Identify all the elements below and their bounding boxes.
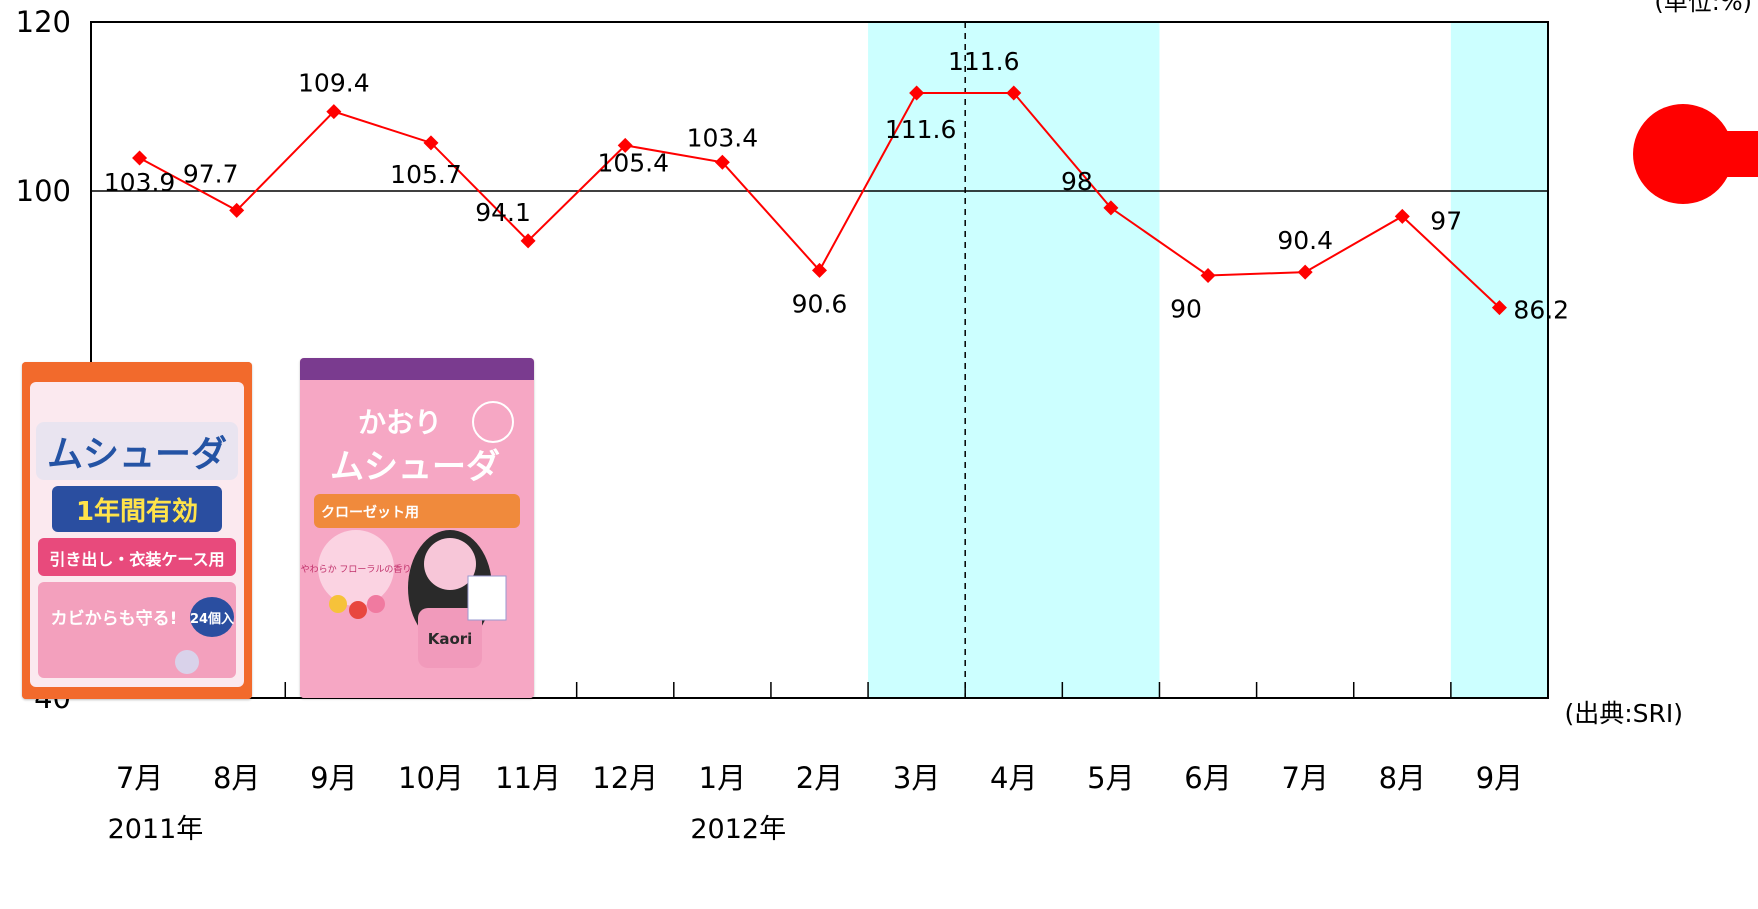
chart-labels: 401001207月8月9月10月11月12月1月2月3月4月5月6月7月8月9… — [16, 5, 1569, 845]
unit-label: (単位:%) — [1654, 0, 1752, 16]
data-point-10 — [1103, 200, 1119, 216]
data-label: 105.7 — [390, 160, 462, 189]
x-tick-label: 7月 — [1281, 761, 1328, 795]
data-label: 90.6 — [792, 289, 848, 318]
product-character-name: Kaori — [428, 630, 473, 648]
product-package-kaori-mushuda: かおり ムシューダ クローゼット用 やわらか フローラルの香り Kaori — [300, 358, 534, 698]
indicator-icon — [1633, 104, 1758, 204]
data-label: 90.4 — [1277, 226, 1333, 255]
data-label: 86.2 — [1513, 296, 1569, 325]
x-tick-label: 5月 — [1087, 761, 1134, 795]
data-point-3 — [423, 135, 439, 151]
data-label: 98 — [1061, 167, 1093, 196]
data-label: 111.6 — [885, 115, 957, 144]
x-tick-label: 10月 — [398, 761, 464, 795]
product-claim: カビからも守る! — [51, 608, 178, 629]
data-point-1 — [229, 202, 245, 218]
series-marks — [132, 85, 1507, 316]
product-title: ムシューダ — [330, 447, 500, 487]
data-point-6 — [714, 154, 730, 170]
highlight-band-1 — [1450, 22, 1548, 698]
data-point-8 — [909, 85, 925, 101]
highlight-bands — [868, 22, 1548, 698]
x-tick-label: 8月 — [1379, 761, 1426, 795]
data-point-0 — [132, 150, 148, 166]
data-label: 109.4 — [298, 69, 370, 98]
data-point-12 — [1297, 264, 1313, 280]
product-title: ムシューダ — [47, 434, 227, 475]
data-label: 90 — [1170, 295, 1202, 324]
x-tick-label: 12月 — [592, 761, 658, 795]
product-usage: クローゼット用 — [321, 504, 419, 521]
data-point-5 — [617, 137, 633, 153]
x-tick-label: 6月 — [1184, 761, 1231, 795]
x-tick-label: 8月 — [213, 761, 260, 795]
plot-frame — [90, 21, 1549, 699]
data-label: 97.7 — [183, 159, 239, 188]
x-tick-label: 7月 — [116, 761, 163, 795]
x-tick-label: 2月 — [796, 761, 843, 795]
product-count: 24個入 — [190, 611, 234, 627]
data-point-13 — [1394, 208, 1410, 224]
product-usage: 引き出し・衣装ケース用 — [49, 550, 224, 569]
y-tick-label: 100 — [16, 174, 71, 208]
data-label: 103.9 — [104, 168, 176, 197]
data-label: 97 — [1430, 206, 1462, 235]
data-point-7 — [812, 262, 827, 278]
year-label: 2011年 — [108, 814, 204, 845]
x-tick-label: 3月 — [893, 761, 940, 795]
data-point-11 — [1200, 268, 1216, 283]
data-label: 111.6 — [948, 47, 1020, 76]
x-tick-label: 9月 — [1476, 761, 1523, 795]
product-subtitle: 1年間有効 — [76, 496, 198, 527]
data-label: 105.4 — [597, 148, 669, 177]
highlight-band-0 — [868, 22, 1160, 698]
data-point-4 — [520, 233, 536, 249]
product-scent: やわらか フローラルの香り — [301, 564, 412, 575]
x-tick-label: 4月 — [990, 761, 1037, 795]
data-point-9 — [1006, 85, 1022, 101]
x-tick-label: 1月 — [699, 761, 746, 795]
data-label: 94.1 — [475, 198, 531, 227]
year-label: 2012年 — [690, 814, 786, 845]
x-tick-label: 11月 — [495, 761, 561, 795]
data-point-14 — [1491, 300, 1507, 316]
axes — [90, 21, 1549, 699]
product-package-mushuda: ムシューダ 1年間有効 引き出し・衣装ケース用 カビからも守る! 24個入 — [22, 362, 252, 699]
product-title-top: かおり — [358, 406, 442, 439]
x-tick-label: 9月 — [310, 761, 357, 795]
data-point-2 — [326, 104, 342, 120]
y-tick-label: 120 — [16, 5, 71, 39]
source-label: (出典:SRI) — [1564, 699, 1683, 728]
data-label: 103.4 — [687, 123, 759, 152]
